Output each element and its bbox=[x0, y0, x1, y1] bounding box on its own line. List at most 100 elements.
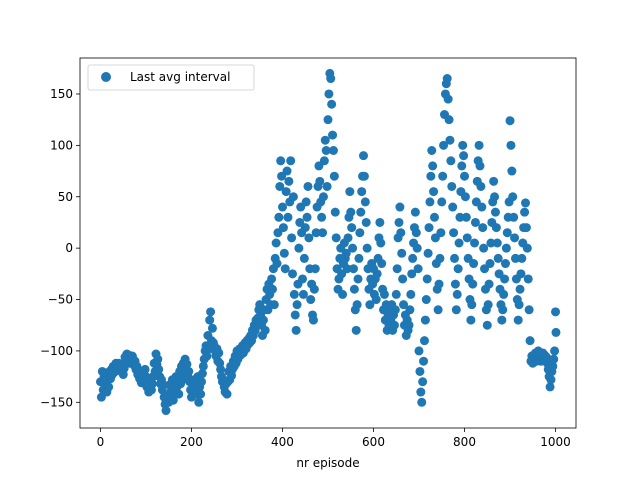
data-point bbox=[376, 238, 386, 248]
data-point bbox=[375, 217, 385, 227]
data-point bbox=[182, 359, 192, 369]
data-point bbox=[294, 243, 304, 253]
y-tick-label: 100 bbox=[50, 138, 73, 152]
data-point bbox=[214, 348, 224, 358]
data-point bbox=[292, 300, 302, 310]
data-point bbox=[420, 315, 430, 325]
data-point bbox=[490, 207, 500, 217]
data-point bbox=[343, 233, 353, 243]
data-point bbox=[303, 181, 313, 191]
data-point bbox=[104, 382, 114, 392]
data-point bbox=[324, 89, 334, 99]
legend: Last avg interval bbox=[87, 64, 255, 91]
data-point bbox=[158, 380, 168, 390]
data-point bbox=[427, 146, 437, 155]
data-point bbox=[390, 305, 400, 315]
data-point bbox=[398, 274, 408, 284]
data-point bbox=[411, 228, 421, 238]
data-point bbox=[206, 307, 216, 317]
data-point bbox=[450, 253, 459, 263]
data-point bbox=[328, 130, 338, 140]
data-point bbox=[391, 289, 401, 299]
data-point bbox=[525, 336, 535, 346]
data-point bbox=[468, 279, 478, 289]
y-tick-label: −100 bbox=[40, 344, 73, 358]
data-point bbox=[407, 269, 417, 279]
data-point bbox=[330, 207, 340, 217]
data-point bbox=[501, 243, 511, 253]
data-point bbox=[460, 192, 470, 202]
data-point bbox=[359, 171, 369, 181]
data-point bbox=[396, 228, 406, 238]
data-point bbox=[551, 307, 561, 317]
data-point bbox=[304, 233, 314, 243]
data-point bbox=[184, 366, 194, 376]
data-point bbox=[397, 248, 407, 258]
data-point bbox=[442, 74, 452, 84]
data-point bbox=[491, 223, 501, 233]
data-point bbox=[318, 228, 328, 238]
data-point bbox=[357, 187, 367, 197]
data-point bbox=[457, 161, 467, 171]
x-tick-label: 400 bbox=[271, 435, 294, 449]
data-point bbox=[419, 356, 429, 366]
data-point bbox=[510, 233, 520, 243]
data-point bbox=[286, 156, 296, 166]
data-point bbox=[461, 212, 471, 222]
data-point bbox=[474, 140, 484, 150]
data-point bbox=[455, 212, 465, 222]
data-point bbox=[516, 269, 526, 279]
data-point bbox=[315, 176, 325, 186]
data-point bbox=[352, 300, 362, 310]
data-point bbox=[408, 253, 418, 263]
data-point bbox=[288, 192, 298, 202]
data-point bbox=[434, 279, 444, 289]
x-axis-ticks: 0 200 400 600 800 1000 bbox=[97, 428, 571, 449]
data-point bbox=[419, 336, 429, 346]
data-point bbox=[509, 212, 519, 222]
data-point bbox=[207, 323, 217, 333]
data-point bbox=[507, 166, 517, 176]
data-point bbox=[269, 300, 279, 310]
data-point bbox=[439, 140, 449, 150]
data-point bbox=[360, 197, 370, 207]
data-point bbox=[483, 300, 493, 310]
x-tick-label: 800 bbox=[453, 435, 476, 449]
data-point bbox=[356, 207, 366, 217]
data-point bbox=[197, 369, 207, 379]
legend-label: Last avg interval bbox=[130, 70, 230, 84]
data-point bbox=[289, 289, 299, 299]
data-point bbox=[291, 325, 301, 335]
data-point bbox=[479, 243, 489, 253]
x-tick-label: 1000 bbox=[540, 435, 571, 449]
data-point bbox=[306, 295, 316, 305]
data-point bbox=[484, 279, 494, 289]
data-point bbox=[423, 248, 433, 258]
y-tick-label: −150 bbox=[40, 395, 73, 409]
data-point bbox=[448, 202, 458, 212]
data-point bbox=[524, 305, 534, 315]
data-point bbox=[508, 192, 518, 202]
data-point bbox=[513, 315, 523, 325]
data-point bbox=[470, 217, 480, 227]
data-point bbox=[298, 289, 308, 299]
data-point bbox=[517, 253, 527, 263]
data-point bbox=[444, 115, 454, 125]
data-point bbox=[283, 212, 293, 222]
data-point bbox=[284, 176, 294, 186]
data-point bbox=[417, 397, 427, 407]
data-point bbox=[454, 238, 464, 248]
data-point bbox=[341, 248, 351, 258]
data-point bbox=[490, 192, 500, 202]
data-point bbox=[459, 151, 469, 161]
data-point bbox=[425, 197, 435, 207]
data-point bbox=[447, 181, 457, 191]
data-point bbox=[510, 253, 520, 263]
scatter-points bbox=[95, 68, 561, 416]
data-point bbox=[197, 377, 206, 387]
data-point bbox=[477, 202, 487, 212]
data-point bbox=[426, 171, 436, 181]
data-point bbox=[405, 305, 415, 315]
data-point bbox=[258, 315, 268, 325]
